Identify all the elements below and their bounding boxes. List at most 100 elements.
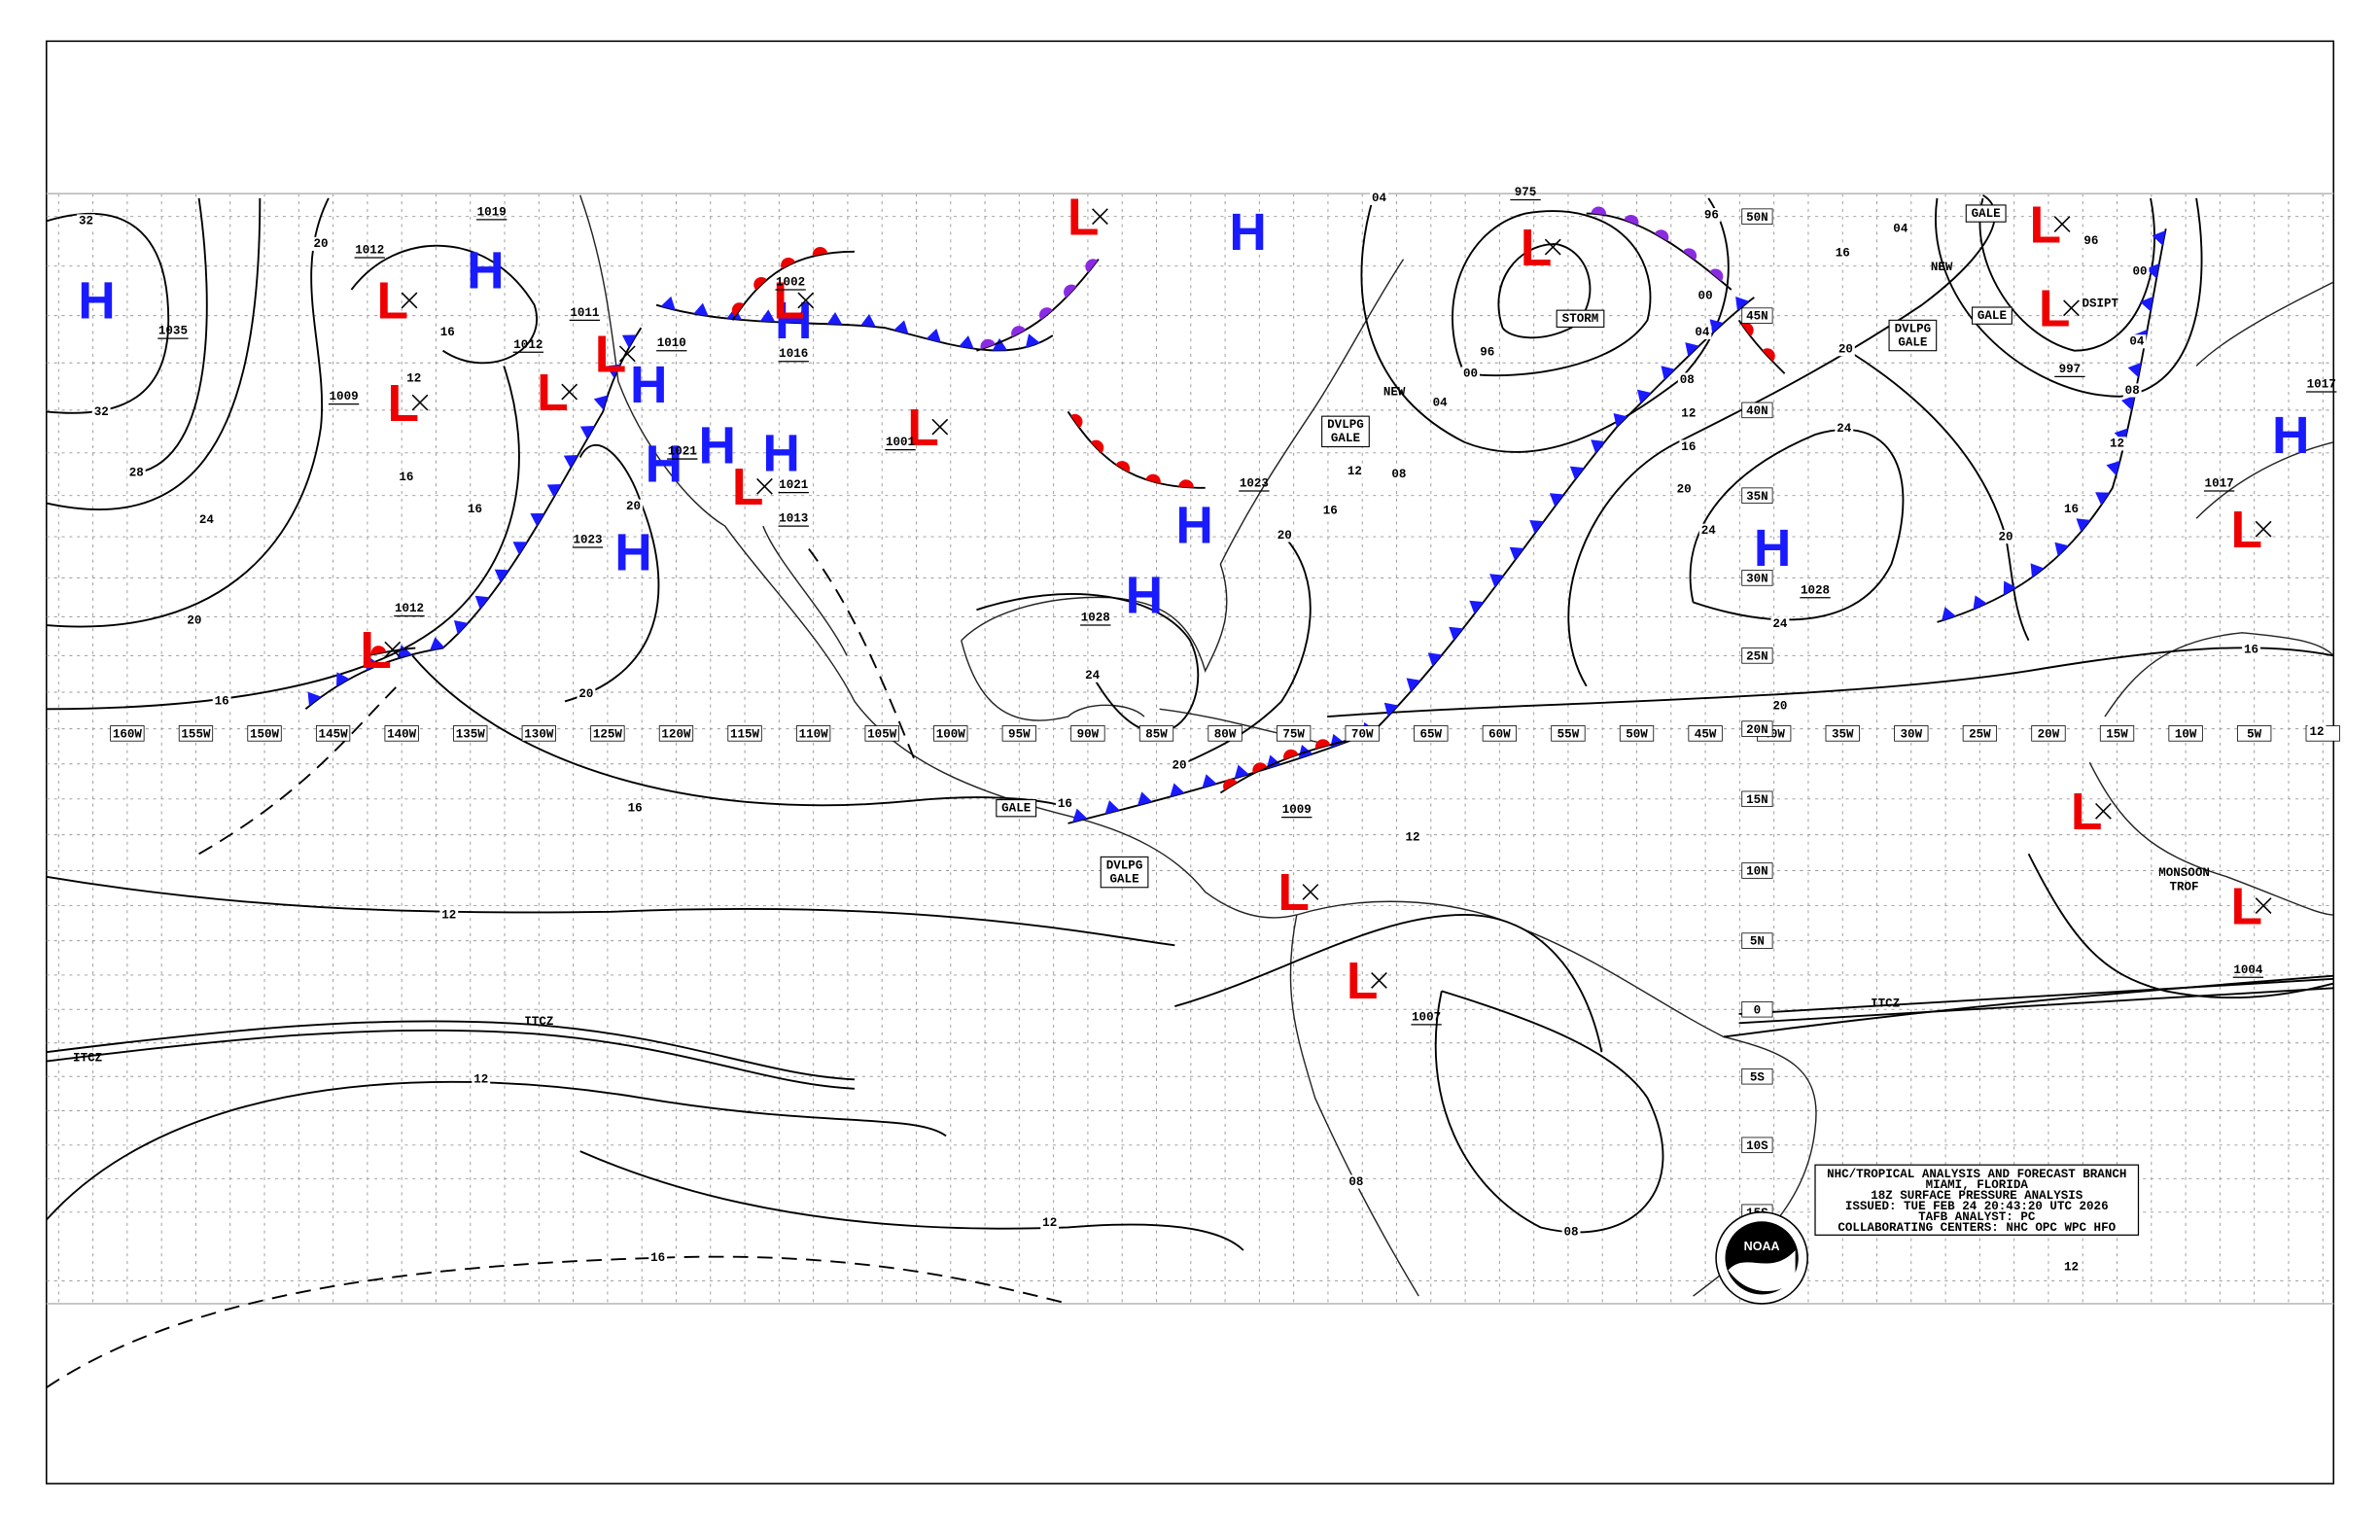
isobar-label: 04: [1893, 223, 1908, 236]
pressure-value: 1009: [330, 390, 359, 403]
isobar: [1567, 193, 1996, 687]
lon-label-box: [1208, 725, 1242, 742]
front-pip: [397, 645, 412, 659]
isobar-label-bg: [1430, 395, 1450, 410]
itcz: [46, 977, 2334, 1090]
lon-label-box: [247, 725, 282, 742]
pressure-value: 1019: [477, 205, 507, 219]
isobar: [1434, 990, 1664, 1234]
isobar-label-bg: [1996, 529, 2015, 544]
pressure-value: 1007: [1412, 1010, 1441, 1024]
pressure-value: 1001: [886, 436, 915, 449]
isobar-label: 16: [1323, 505, 1338, 518]
isobar-label: 24: [1701, 524, 1717, 538]
latitude-label: 35N: [1746, 490, 1768, 504]
title-line: NHC/TROPICAL ANALYSIS AND FORECAST BRANC…: [1827, 1168, 2126, 1181]
isobar-label: 96: [2083, 234, 2098, 248]
front-pip: [2095, 492, 2110, 506]
low-center: L: [387, 375, 419, 433]
front-pip: [1661, 366, 1675, 380]
isobar-label-bg: [1040, 1215, 1060, 1230]
isobar-label: 12: [1042, 1216, 1057, 1230]
annotation-text: GALE: [1898, 335, 1928, 349]
high-center: H: [646, 437, 683, 494]
isobar-label-bg: [2062, 502, 2081, 516]
front-pip: [1070, 413, 1083, 429]
front-pip: [1170, 783, 1185, 797]
longitude-label: 25W: [1969, 727, 1991, 741]
high-center: H: [467, 242, 505, 299]
lon-label-box: [658, 725, 694, 742]
isobar: [46, 875, 1175, 947]
isobar: [1978, 197, 2155, 352]
isobar-label: 16: [650, 1251, 665, 1265]
longitude-label: 85W: [1145, 727, 1168, 741]
front-pip: [1427, 652, 1443, 667]
isobar-label: 04: [2129, 335, 2145, 349]
isobar-label-bg: [1478, 345, 1497, 360]
front-pip: [1762, 348, 1775, 362]
pressure-value: 1016: [779, 347, 808, 361]
low-marker: [1302, 884, 1319, 900]
latitude-label: 25N: [1746, 649, 1768, 663]
front-pip: [1591, 439, 1605, 454]
logo-text: NOAA: [1744, 1240, 1780, 1253]
warm-front: [731, 250, 855, 321]
longitude-label: 35W: [1832, 727, 1854, 741]
front-pip: [1709, 319, 1724, 333]
isobar-label-bg: [1055, 796, 1074, 811]
isobar-label-bg: [439, 907, 459, 923]
longitude-label: 80W: [1214, 727, 1237, 741]
isobar-label: 24: [1837, 422, 1852, 436]
lat-label-box: [1741, 402, 1773, 419]
lat-label-box: [1741, 648, 1773, 664]
isobar-label-bg: [2082, 233, 2101, 248]
isobar-label: 12: [2309, 725, 2324, 739]
annotation-box: [1965, 204, 2007, 223]
front-pip: [453, 620, 469, 635]
isobar-label: 16: [440, 326, 455, 339]
longitude-label: 20W: [2038, 727, 2060, 741]
lon-label-box: [590, 725, 625, 742]
front-pip: [606, 364, 621, 378]
front-pip: [1072, 808, 1088, 822]
front-pip: [593, 395, 609, 410]
longitude-label: 125W: [593, 727, 623, 741]
latitude-label: 40N: [1746, 404, 1768, 418]
itcz-line: [1738, 977, 2334, 1015]
pressure-value: 1004: [2233, 963, 2263, 977]
lon-label-box: [1482, 725, 1518, 742]
front-pip: [1090, 439, 1104, 454]
isobar-label-bg: [1770, 699, 1790, 714]
lon-label-box: [1345, 725, 1380, 742]
annotation-text: DVLPG: [1327, 418, 1364, 432]
front-pip: [1234, 764, 1249, 779]
isobar: [1178, 533, 1312, 767]
lon-label-box: [933, 725, 968, 742]
annotation-text: GALE: [1972, 207, 2002, 221]
lat-label-box: [1741, 1137, 1773, 1154]
isobar-label: 20: [626, 500, 641, 513]
front-pip: [1202, 774, 1217, 788]
front-pip: [512, 542, 528, 555]
lon-label-box: [1619, 725, 1655, 742]
lon-label-box: [1138, 725, 1174, 742]
front-pip: [2030, 563, 2045, 578]
pressure-value: 997: [2059, 363, 2082, 376]
annotation-text: NEW: [1383, 385, 1406, 399]
isobar-label-bg: [91, 404, 111, 419]
low-marker: [2063, 299, 2080, 317]
high-center: H: [699, 418, 737, 475]
front-pip: [430, 637, 445, 650]
latitude-label: 20N: [1746, 723, 1768, 737]
isobar-label-bg: [1698, 523, 1718, 538]
longitude-label: 145W: [319, 727, 349, 741]
front-pip: [1449, 626, 1463, 641]
front-pip: [2076, 518, 2091, 533]
pressure-value: 1021: [668, 445, 697, 459]
lat-label-box: [1741, 208, 1773, 225]
isobar-label-bg: [1674, 482, 1694, 497]
isobar-label: 12: [1405, 830, 1419, 844]
lon-label-box: [795, 725, 831, 742]
noaa-logo: NOAA: [1715, 1211, 1808, 1305]
